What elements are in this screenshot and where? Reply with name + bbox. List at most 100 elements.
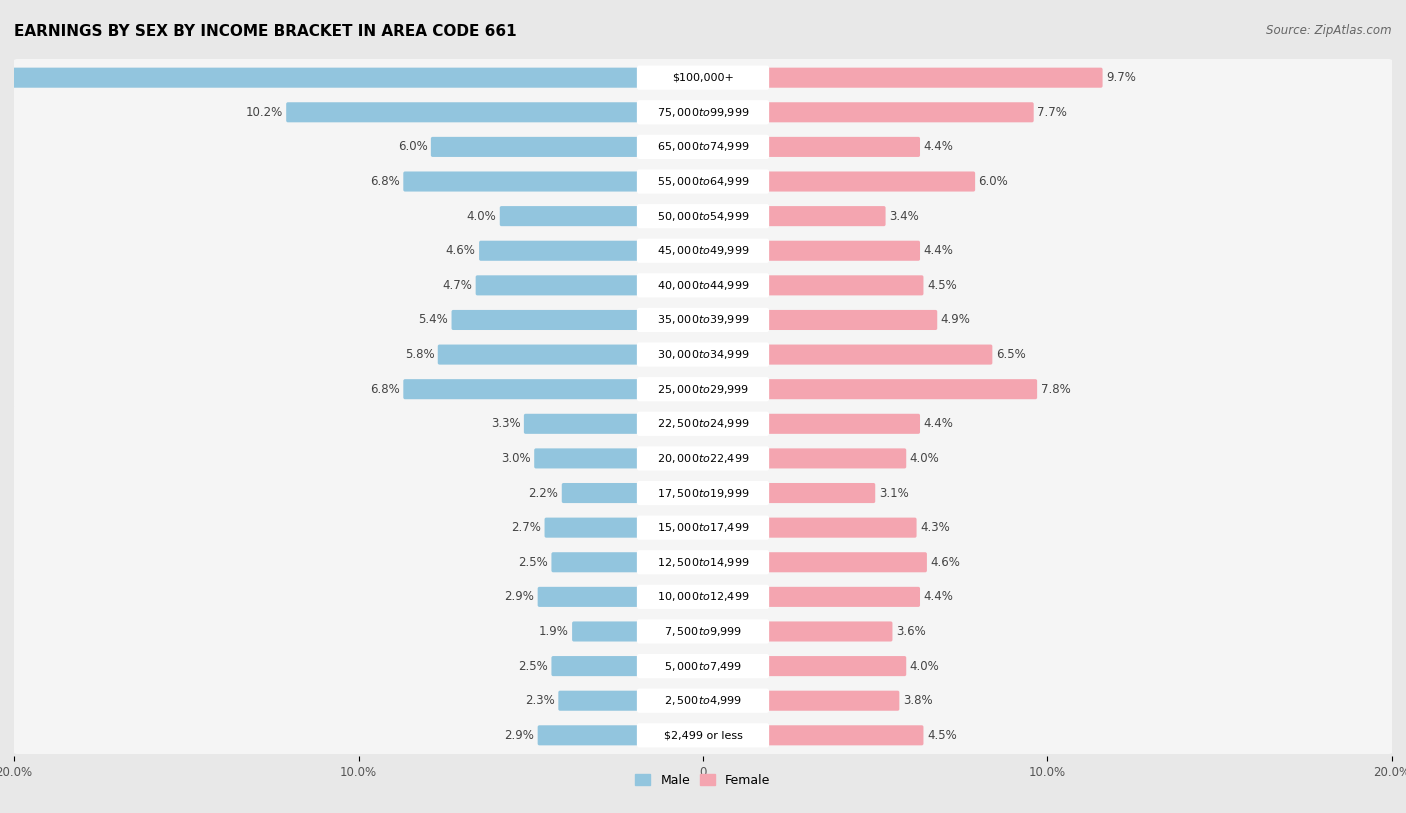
Text: 6.8%: 6.8% <box>370 175 399 188</box>
Text: $10,000 to $12,499: $10,000 to $12,499 <box>657 590 749 603</box>
Text: 4.4%: 4.4% <box>924 590 953 603</box>
FancyBboxPatch shape <box>404 379 641 399</box>
FancyBboxPatch shape <box>765 379 1038 399</box>
FancyBboxPatch shape <box>637 411 769 436</box>
FancyBboxPatch shape <box>637 724 769 747</box>
FancyBboxPatch shape <box>537 725 641 746</box>
Text: 2.9%: 2.9% <box>505 728 534 741</box>
FancyBboxPatch shape <box>13 163 1393 200</box>
Text: 9.7%: 9.7% <box>1107 72 1136 85</box>
FancyBboxPatch shape <box>637 100 769 124</box>
FancyBboxPatch shape <box>558 691 641 711</box>
FancyBboxPatch shape <box>534 449 641 468</box>
FancyBboxPatch shape <box>537 587 641 607</box>
Legend: Male, Female: Male, Female <box>630 769 776 792</box>
FancyBboxPatch shape <box>765 102 1033 122</box>
Text: 4.7%: 4.7% <box>443 279 472 292</box>
FancyBboxPatch shape <box>479 241 641 261</box>
FancyBboxPatch shape <box>637 620 769 644</box>
Text: $15,000 to $17,499: $15,000 to $17,499 <box>657 521 749 534</box>
Text: $20,000 to $22,499: $20,000 to $22,499 <box>657 452 749 465</box>
FancyBboxPatch shape <box>765 552 927 572</box>
FancyBboxPatch shape <box>637 550 769 574</box>
FancyBboxPatch shape <box>765 414 920 434</box>
Text: 3.1%: 3.1% <box>879 486 908 499</box>
Text: 2.9%: 2.9% <box>505 590 534 603</box>
FancyBboxPatch shape <box>551 552 641 572</box>
FancyBboxPatch shape <box>765 172 976 192</box>
FancyBboxPatch shape <box>765 67 1102 88</box>
Text: 4.4%: 4.4% <box>924 244 953 257</box>
FancyBboxPatch shape <box>13 682 1393 720</box>
FancyBboxPatch shape <box>13 336 1393 373</box>
FancyBboxPatch shape <box>287 102 641 122</box>
Text: $25,000 to $29,999: $25,000 to $29,999 <box>657 383 749 396</box>
FancyBboxPatch shape <box>13 716 1393 754</box>
Text: $7,500 to $9,999: $7,500 to $9,999 <box>664 625 742 638</box>
FancyBboxPatch shape <box>13 578 1393 615</box>
Text: 6.0%: 6.0% <box>979 175 1008 188</box>
FancyBboxPatch shape <box>637 446 769 471</box>
FancyBboxPatch shape <box>475 276 641 295</box>
Text: $12,500 to $14,999: $12,500 to $14,999 <box>657 556 749 569</box>
FancyBboxPatch shape <box>13 232 1393 269</box>
FancyBboxPatch shape <box>524 414 641 434</box>
FancyBboxPatch shape <box>637 515 769 540</box>
Text: 4.0%: 4.0% <box>910 452 939 465</box>
FancyBboxPatch shape <box>13 371 1393 408</box>
FancyBboxPatch shape <box>765 449 907 468</box>
FancyBboxPatch shape <box>765 483 875 503</box>
Text: 7.8%: 7.8% <box>1040 383 1070 396</box>
FancyBboxPatch shape <box>637 654 769 678</box>
Text: $30,000 to $34,999: $30,000 to $34,999 <box>657 348 749 361</box>
FancyBboxPatch shape <box>765 206 886 226</box>
FancyBboxPatch shape <box>637 377 769 402</box>
FancyBboxPatch shape <box>13 59 1393 97</box>
Text: 6.0%: 6.0% <box>398 141 427 154</box>
Text: 4.6%: 4.6% <box>931 556 960 569</box>
FancyBboxPatch shape <box>499 206 641 226</box>
FancyBboxPatch shape <box>637 585 769 609</box>
FancyBboxPatch shape <box>765 656 907 676</box>
FancyBboxPatch shape <box>13 440 1393 477</box>
FancyBboxPatch shape <box>765 241 920 261</box>
FancyBboxPatch shape <box>765 310 938 330</box>
Text: 2.3%: 2.3% <box>524 694 555 707</box>
FancyBboxPatch shape <box>13 405 1393 442</box>
FancyBboxPatch shape <box>13 267 1393 304</box>
Text: 4.9%: 4.9% <box>941 314 970 327</box>
FancyBboxPatch shape <box>765 691 900 711</box>
Text: $100,000+: $100,000+ <box>672 72 734 83</box>
Text: 4.4%: 4.4% <box>924 141 953 154</box>
Text: 1.9%: 1.9% <box>538 625 568 638</box>
FancyBboxPatch shape <box>765 518 917 537</box>
Text: $35,000 to $39,999: $35,000 to $39,999 <box>657 314 749 327</box>
Text: 6.5%: 6.5% <box>995 348 1025 361</box>
Text: $22,500 to $24,999: $22,500 to $24,999 <box>657 417 749 430</box>
FancyBboxPatch shape <box>637 135 769 159</box>
FancyBboxPatch shape <box>637 66 769 89</box>
FancyBboxPatch shape <box>404 172 641 192</box>
Text: $50,000 to $54,999: $50,000 to $54,999 <box>657 210 749 223</box>
Text: 2.7%: 2.7% <box>512 521 541 534</box>
Text: 4.0%: 4.0% <box>467 210 496 223</box>
FancyBboxPatch shape <box>13 509 1393 546</box>
FancyBboxPatch shape <box>551 656 641 676</box>
Text: 3.3%: 3.3% <box>491 417 520 430</box>
Text: 2.5%: 2.5% <box>519 659 548 672</box>
Text: 4.5%: 4.5% <box>927 279 956 292</box>
Text: 5.4%: 5.4% <box>419 314 449 327</box>
FancyBboxPatch shape <box>562 483 641 503</box>
Text: $75,000 to $99,999: $75,000 to $99,999 <box>657 106 749 119</box>
FancyBboxPatch shape <box>637 308 769 332</box>
FancyBboxPatch shape <box>451 310 641 330</box>
FancyBboxPatch shape <box>765 725 924 746</box>
FancyBboxPatch shape <box>544 518 641 537</box>
Text: 6.8%: 6.8% <box>370 383 399 396</box>
Text: 3.8%: 3.8% <box>903 694 932 707</box>
Text: 10.2%: 10.2% <box>246 106 283 119</box>
FancyBboxPatch shape <box>637 169 769 193</box>
FancyBboxPatch shape <box>0 67 641 88</box>
FancyBboxPatch shape <box>13 613 1393 650</box>
FancyBboxPatch shape <box>437 345 641 364</box>
